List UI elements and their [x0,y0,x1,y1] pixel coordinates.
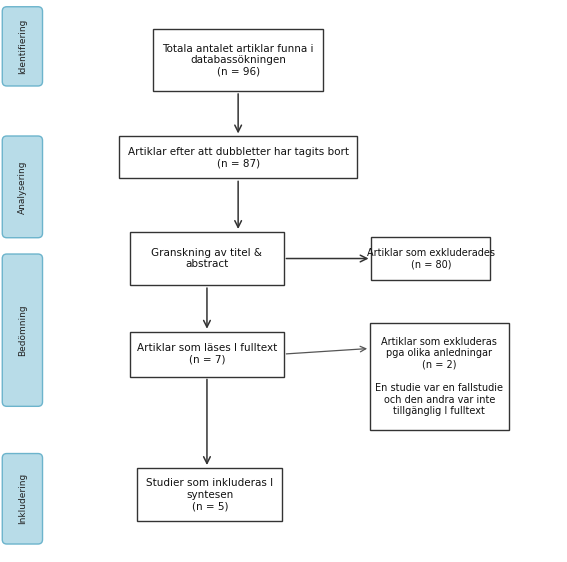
Text: Artiklar efter att dubbletter har tagits bort
(n = 87): Artiklar efter att dubbletter har tagits… [128,147,349,168]
Text: Artiklar som läses I fulltext
(n = 7): Artiklar som läses I fulltext (n = 7) [137,343,277,365]
FancyBboxPatch shape [2,7,43,86]
FancyBboxPatch shape [2,254,43,406]
FancyBboxPatch shape [130,332,284,377]
FancyBboxPatch shape [371,237,490,279]
FancyBboxPatch shape [370,323,509,430]
FancyBboxPatch shape [119,137,357,179]
FancyBboxPatch shape [137,468,282,522]
Text: Artiklar som exkluderades
(n = 80): Artiklar som exkluderades (n = 80) [367,248,495,269]
Text: Studier som inkluderas I
syntesen
(n = 5): Studier som inkluderas I syntesen (n = 5… [146,478,273,511]
FancyBboxPatch shape [2,454,43,544]
Text: Analysering: Analysering [18,160,27,214]
FancyBboxPatch shape [153,29,323,91]
Text: Artiklar som exkluderas
pga olika anledningar
(n = 2)

En studie var en fallstud: Artiklar som exkluderas pga olika anledn… [375,337,503,416]
Text: Inkludering: Inkludering [18,473,27,524]
Text: Totala antalet artiklar funna i
databassökningen
(n = 96): Totala antalet artiklar funna i databass… [162,43,314,77]
Text: Granskning av titel &
abstract: Granskning av titel & abstract [151,248,263,269]
Text: Identifiering: Identifiering [18,19,27,74]
Text: Bedömning: Bedömning [18,304,27,356]
FancyBboxPatch shape [2,136,43,238]
FancyBboxPatch shape [130,232,284,285]
